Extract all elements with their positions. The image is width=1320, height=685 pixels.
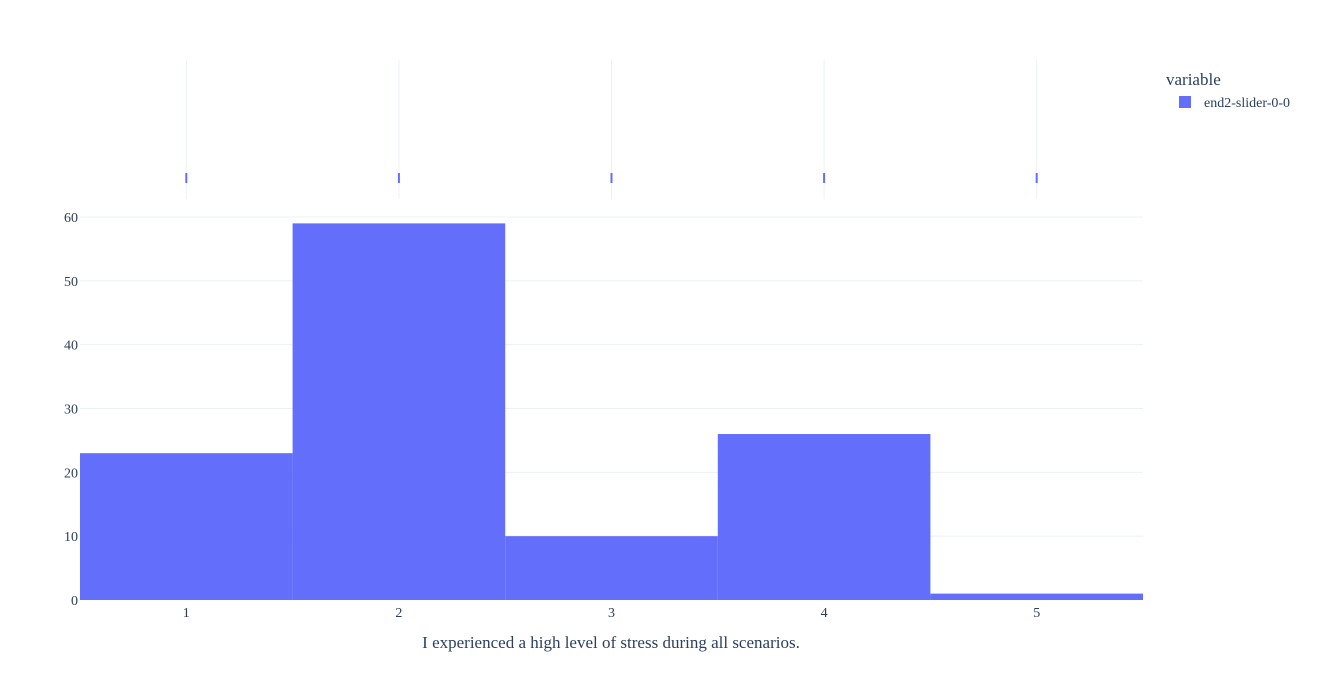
legend-swatch (1179, 96, 1191, 108)
y-tick-label: 60 (64, 211, 78, 226)
y-tick-label: 30 (64, 403, 78, 418)
legend[interactable]: variable end2-slider-0-0 (1166, 70, 1290, 111)
x-axis-title: I experienced a high level of stress dur… (422, 633, 800, 652)
y-tick-label: 10 (64, 530, 78, 545)
y-tick-label: 50 (64, 275, 78, 290)
legend-title: variable (1166, 70, 1221, 89)
y-tick-label: 20 (64, 466, 78, 481)
x-tick-label: 4 (821, 606, 828, 621)
legend-item[interactable]: end2-slider-0-0 (1179, 96, 1290, 111)
axis-layer: 0 10 20 30 40 50 60 1 2 3 4 5 (64, 211, 1040, 621)
y-tick-label: 0 (71, 594, 78, 609)
x-tick-label: 5 (1033, 606, 1040, 621)
x-tick-label: 1 (183, 606, 190, 621)
marginal-rug-plot (185, 60, 1038, 199)
histogram-bar (80, 453, 293, 600)
x-tick-label: 2 (395, 606, 402, 621)
histogram-bar (717, 434, 931, 600)
bar-layer (80, 223, 1143, 600)
histogram-bar (505, 536, 718, 600)
x-tick-label: 3 (608, 606, 615, 621)
histogram-bar (930, 593, 1143, 600)
y-tick-label: 40 (64, 339, 78, 354)
histogram-bar (292, 223, 506, 600)
legend-item-label: end2-slider-0-0 (1204, 96, 1290, 111)
